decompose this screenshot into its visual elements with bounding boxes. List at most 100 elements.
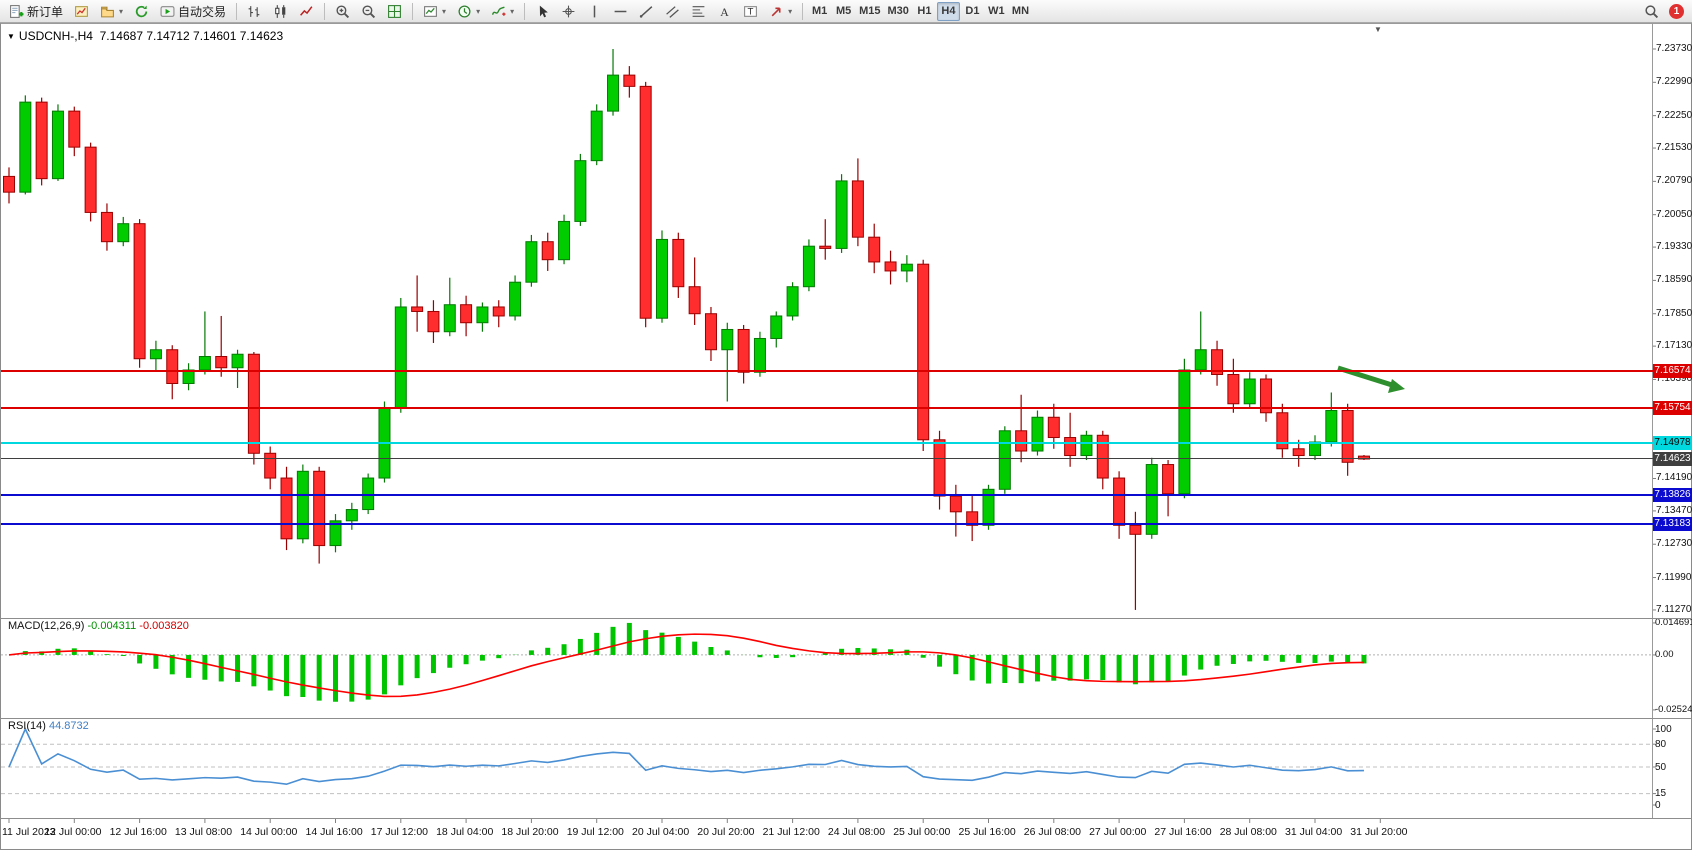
timeframe-m5[interactable]: M5 xyxy=(832,2,855,21)
timeframe-m15[interactable]: M15 xyxy=(856,2,883,21)
macd-scale-label: 0.00 xyxy=(1655,649,1674,661)
timeframe-m1[interactable]: M1 xyxy=(808,2,831,21)
price-scale-label: 7.13470 xyxy=(1656,504,1692,516)
timeframe-m30[interactable]: M30 xyxy=(885,2,912,21)
new-chart-button[interactable] xyxy=(69,2,94,21)
toolbar-separator xyxy=(324,2,326,20)
resistance-line-1-badge: 7.16574 xyxy=(1653,364,1692,379)
time-axis-label: 31 Jul 04:00 xyxy=(1285,826,1343,838)
time-axis-label: 11 Jul 2023 xyxy=(2,826,56,838)
candlestick-button[interactable] xyxy=(268,2,293,21)
rsi-scale-label: 80 xyxy=(1655,738,1667,750)
rsi-scale-label: 50 xyxy=(1655,761,1667,773)
text-button[interactable]: A xyxy=(712,2,737,21)
new-order-button[interactable]: 新订单 xyxy=(4,2,68,21)
chart-shift-marker[interactable]: ▼ xyxy=(1374,25,1382,34)
price-scale-label: 7.21530 xyxy=(1656,142,1692,154)
crosshair-icon xyxy=(562,5,575,17)
current-price-line-badge: 7.14623 xyxy=(1653,451,1692,466)
time-axis-label: 18 Jul 20:00 xyxy=(501,826,559,838)
cursor-button[interactable] xyxy=(530,2,555,21)
zoom-in-icon xyxy=(336,4,350,18)
price-scale-label: 7.14190 xyxy=(1656,472,1692,484)
svg-text:T: T xyxy=(748,6,754,17)
autotrading-button[interactable]: 自动交易 xyxy=(155,2,231,21)
notification-badge[interactable]: 1 xyxy=(1669,3,1684,19)
support-line-blue-1-badge: 7.13826 xyxy=(1653,487,1692,502)
toolbar-separator xyxy=(524,2,526,20)
rsi-title: RSI(14) xyxy=(8,720,46,732)
macd-indicator-label: MACD(12,26,9) -0.004311 -0.003820 xyxy=(8,620,189,632)
crosshair-button[interactable] xyxy=(556,2,581,21)
time-axis-label: 20 Jul 20:00 xyxy=(697,826,755,838)
resistance-line-1[interactable] xyxy=(1,370,1653,373)
chart-window[interactable] xyxy=(0,23,1692,850)
support-line-cyan[interactable] xyxy=(1,442,1653,444)
arrows-dropdown-icon xyxy=(771,6,781,16)
price-scale-label: 7.19330 xyxy=(1656,241,1692,253)
text-label-button[interactable]: T xyxy=(738,2,763,21)
macd-scale-label: -0.02524 xyxy=(1655,704,1692,716)
support-line-blue-2[interactable] xyxy=(1,522,1653,525)
fibonacci-icon xyxy=(692,5,705,17)
chevron-down-icon: ▾ xyxy=(476,6,481,16)
time-axis-label: 21 Jul 12:00 xyxy=(762,826,820,838)
price-scale-label: 7.11990 xyxy=(1656,571,1692,583)
timeframe-h4[interactable]: H4 xyxy=(936,1,960,21)
refresh-button[interactable] xyxy=(129,2,154,21)
rsi-scale-label: 15 xyxy=(1655,788,1667,800)
ohlc-quote-label: 7.14687 7.14712 7.14601 7.14623 xyxy=(99,29,284,43)
panel-separator[interactable] xyxy=(0,618,1692,619)
zoom-out-button[interactable] xyxy=(356,2,381,21)
zoom-in-button[interactable] xyxy=(330,2,355,21)
fibonacci-button[interactable] xyxy=(686,2,711,21)
timeframe-w1[interactable]: W1 xyxy=(985,2,1008,21)
search-button[interactable] xyxy=(1639,2,1664,21)
periods-dropdown-icon xyxy=(458,5,471,17)
timeframe-mn[interactable]: MN xyxy=(1009,2,1032,21)
autotrading-icon xyxy=(160,5,175,17)
line-chart-icon xyxy=(300,5,313,16)
resistance-line-2[interactable] xyxy=(1,407,1653,410)
tile-windows-button[interactable] xyxy=(382,2,407,21)
support-line-blue-2-badge: 7.13183 xyxy=(1653,516,1692,531)
panel-separator[interactable] xyxy=(0,718,1692,719)
timeframe-group: M1 M5 M15 M30 H1 H4 D1 W1 MN xyxy=(808,1,1032,21)
search-icon xyxy=(1645,4,1659,18)
chart-title: ▼ USDCNH-,H4 7.14687 7.14712 7.14601 7.14… xyxy=(7,29,283,43)
new-order-icon xyxy=(10,4,24,18)
timeframe-d1[interactable]: D1 xyxy=(961,2,984,21)
toolbar-separator xyxy=(802,2,804,20)
text-label-icon: T xyxy=(744,5,758,17)
channel-button[interactable] xyxy=(660,2,685,21)
indicators-dropdown-button[interactable]: ▾ xyxy=(486,2,519,21)
toolbar: 新订单 ▾ 自动交易 ▾ ▾ ▾ xyxy=(0,0,1692,23)
new-chart-dropdown-button[interactable]: ▾ xyxy=(418,2,451,21)
vertical-line-button[interactable] xyxy=(582,2,607,21)
trendline-button[interactable] xyxy=(634,2,659,21)
time-axis-label: 25 Jul 16:00 xyxy=(958,826,1016,838)
line-chart-button[interactable] xyxy=(294,2,319,21)
new-chart-dropdown-icon xyxy=(424,5,437,17)
chevron-down-icon: ▾ xyxy=(788,6,793,16)
bar-chart-button[interactable] xyxy=(242,2,267,21)
time-axis-label: 19 Jul 12:00 xyxy=(566,826,624,838)
current-price-line[interactable] xyxy=(1,458,1653,460)
periods-dropdown-button[interactable]: ▾ xyxy=(452,2,485,21)
price-scale-label: 7.11270 xyxy=(1656,603,1692,615)
horizontal-line-button[interactable] xyxy=(608,2,633,21)
support-line-blue-1[interactable] xyxy=(1,493,1653,496)
price-scale-label: 7.23730 xyxy=(1656,43,1692,54)
autotrading-label: 自动交易 xyxy=(178,4,227,19)
one-click-trading-toggle[interactable]: ▼ xyxy=(7,32,15,41)
price-scale-label: 7.22250 xyxy=(1656,109,1692,121)
profiles-button[interactable]: ▾ xyxy=(95,2,128,21)
horizontal-line-icon xyxy=(614,10,627,12)
arrows-dropdown-button[interactable]: ▾ xyxy=(764,2,797,21)
price-scale-label: 7.20050 xyxy=(1656,208,1692,220)
timeframe-h1[interactable]: H1 xyxy=(913,2,936,21)
time-axis-label: 28 Jul 08:00 xyxy=(1219,826,1277,838)
rsi-scale-label: 100 xyxy=(1655,723,1672,735)
svg-text:A: A xyxy=(720,5,729,18)
rsi-scale-label: 0 xyxy=(1655,799,1661,811)
